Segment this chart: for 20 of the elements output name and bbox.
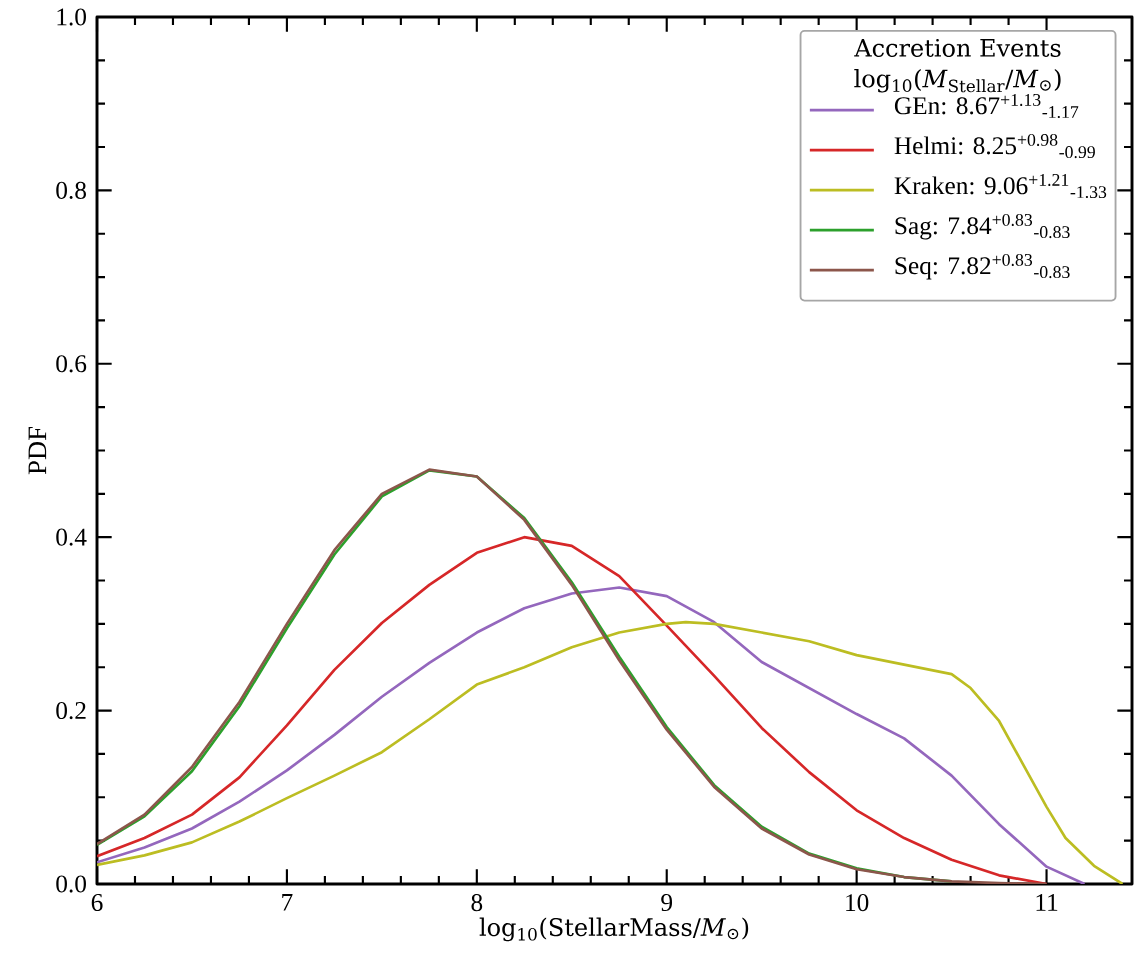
legend-label: Sag: 7.84$^{+0.83}$-0.83	[895, 213, 1070, 240]
y-tick-label: 0.0	[56, 875, 86, 893]
legend-label: Kraken: 9.06$^{+1.21}$-1.33	[894, 173, 1107, 199]
x-axis-title: log$_{10}$(StellarMass/M$_{⊙}$)	[479, 917, 749, 942]
x-tick-label: 7	[282, 894, 293, 911]
x-tick-label: 6	[91, 894, 103, 912]
y-tick-label: 0.2	[56, 702, 86, 720]
x-tick-label: 8	[471, 894, 483, 912]
legend-label: Helmi: 8.25$^{+0.98}$-0.99	[894, 133, 1095, 159]
text: Accretion Events log$_{10}$(M$_{Stellar}$/M$_{⊙}$)	[854, 38, 1061, 93]
x-tick-label: 10	[846, 894, 869, 912]
y-tick-label: 1.0	[57, 8, 86, 26]
y-axis-title: PDF	[28, 427, 47, 475]
y-tick-label: 0.4	[56, 528, 87, 546]
x-tick-label: 9	[661, 894, 673, 912]
legend-label: Seq: 7.82$^{+0.83}$-0.83	[895, 253, 1070, 280]
legend-label: GEn: 8.67$^{+1.13}$-1.17	[894, 93, 1079, 119]
x-tick-label: 11	[1036, 894, 1058, 911]
y-tick-label: 0.8	[56, 181, 86, 199]
y-tick-label: 0.6	[56, 355, 87, 373]
